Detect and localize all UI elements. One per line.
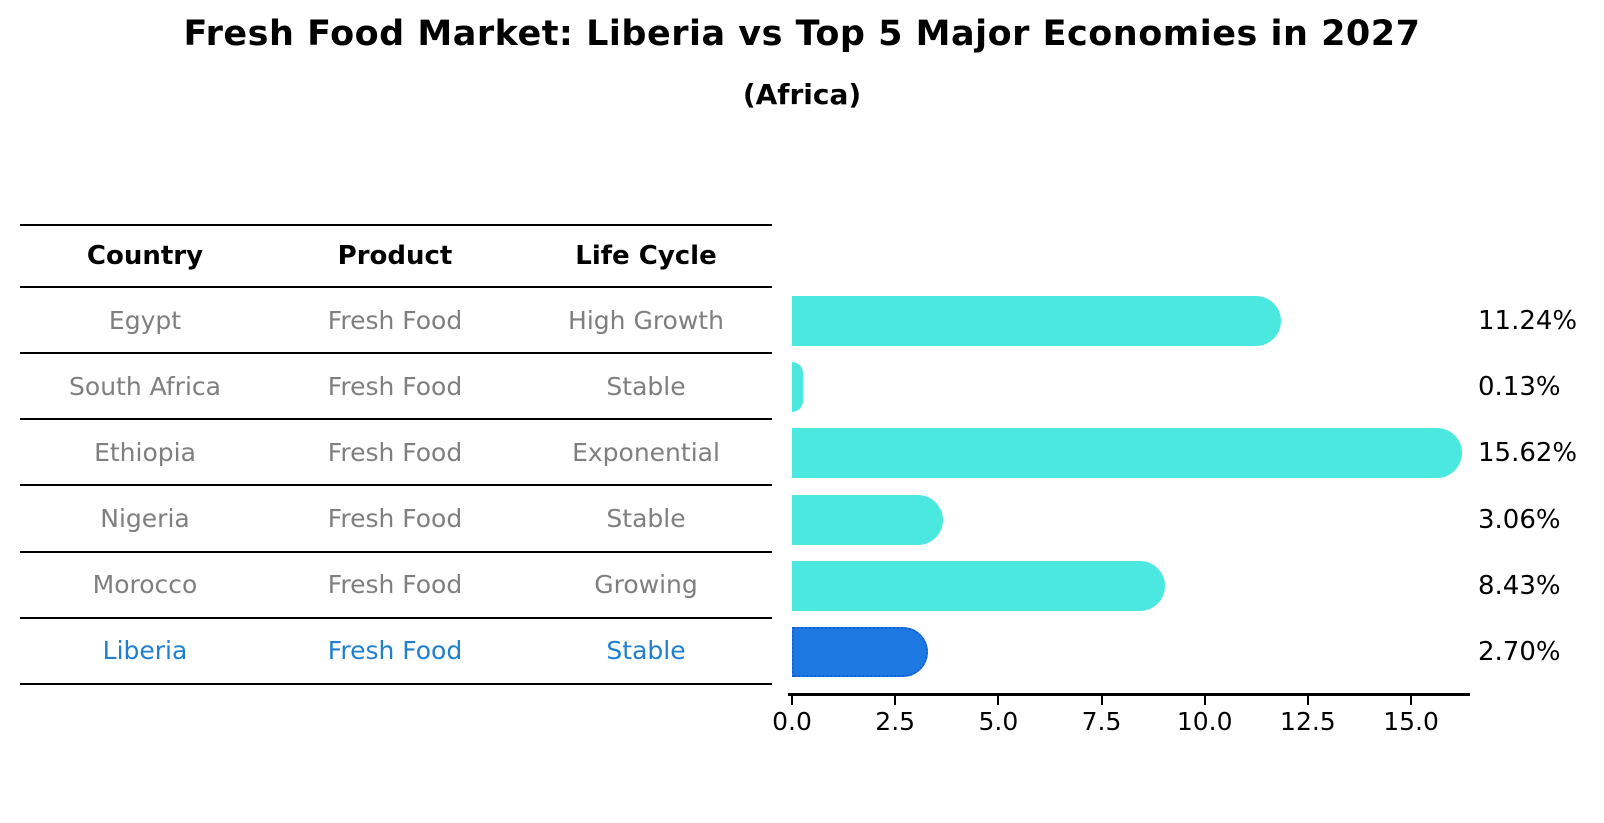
- column-header-life-cycle: Life Cycle: [575, 241, 717, 271]
- value-label-ethiopia: 15.62%: [1478, 438, 1578, 469]
- product-cell: Fresh Food: [327, 437, 463, 467]
- country-cell: Egypt: [108, 305, 182, 335]
- x-axis-line: [788, 693, 1470, 696]
- value-label-nigeria: 3.06%: [1478, 504, 1561, 535]
- x-tick-label: 12.5: [1280, 707, 1336, 736]
- country-cell: Nigeria: [100, 504, 190, 534]
- life-cycle-cell: Stable: [606, 371, 686, 401]
- country-cell: Ethiopia: [94, 437, 196, 467]
- bar-south-africa: [792, 362, 803, 413]
- table-row-liberia: Liberia Fresh Food Stable: [20, 619, 772, 685]
- product-cell: Fresh Food: [327, 504, 463, 534]
- product-cell: Fresh Food: [327, 636, 463, 666]
- bar-liberia: [792, 626, 929, 677]
- x-tick-mark: [1203, 696, 1206, 705]
- table-row-morocco: Morocco Fresh Food Growing: [20, 553, 772, 619]
- life-cycle-cell: Stable: [606, 636, 686, 666]
- value-label-south-africa: 0.13%: [1478, 372, 1561, 403]
- country-cell: Liberia: [102, 636, 188, 666]
- table-row-south-africa: South Africa Fresh Food Stable: [20, 354, 772, 421]
- x-tick-mark: [997, 696, 1000, 705]
- x-tick-mark: [1100, 696, 1103, 705]
- x-tick-label: 10.0: [1176, 707, 1233, 736]
- x-tick-mark: [1410, 696, 1413, 705]
- x-tick-label: 0.0: [772, 707, 812, 736]
- value-label-liberia: 2.70%: [1478, 636, 1561, 667]
- country-cell: Morocco: [92, 570, 198, 600]
- x-tick-label: 5.0: [978, 707, 1019, 736]
- column-header-product: Product: [337, 241, 453, 271]
- product-cell: Fresh Food: [327, 570, 463, 600]
- bar-nigeria: [792, 494, 944, 545]
- product-cell: Fresh Food: [327, 305, 463, 335]
- chart-title: Fresh Food Market: Liberia vs Top 5 Majo…: [183, 14, 1421, 54]
- life-cycle-cell: High Growth: [568, 305, 724, 335]
- life-cycle-cell: Growing: [594, 570, 698, 600]
- life-cycle-cell: Exponential: [572, 437, 720, 467]
- table-row-egypt: Egypt Fresh Food High Growth: [20, 288, 772, 355]
- bar-morocco: [792, 560, 1165, 611]
- bar-egypt: [792, 296, 1281, 347]
- x-tick-label: 15.0: [1383, 707, 1439, 736]
- country-cell: South Africa: [69, 371, 221, 401]
- chart-subtitle: (Africa): [742, 78, 862, 111]
- bar-ethiopia: [792, 428, 1462, 479]
- life-cycle-cell: Stable: [606, 504, 686, 534]
- x-tick-mark: [1306, 696, 1309, 705]
- table-header-row: Country Product Life Cycle: [20, 224, 772, 288]
- value-label-egypt: 11.24%: [1478, 306, 1578, 337]
- x-tick-label: 7.5: [1081, 707, 1122, 736]
- value-label-morocco: 8.43%: [1478, 570, 1561, 601]
- x-tick-mark: [894, 696, 897, 705]
- x-tick-label: 2.5: [875, 707, 916, 736]
- column-header-country: Country: [86, 241, 204, 271]
- table-row-ethiopia: Ethiopia Fresh Food Exponential: [20, 420, 772, 487]
- product-cell: Fresh Food: [327, 371, 463, 401]
- x-tick-mark: [791, 696, 793, 705]
- table-row-nigeria: Nigeria Fresh Food Stable: [20, 487, 772, 553]
